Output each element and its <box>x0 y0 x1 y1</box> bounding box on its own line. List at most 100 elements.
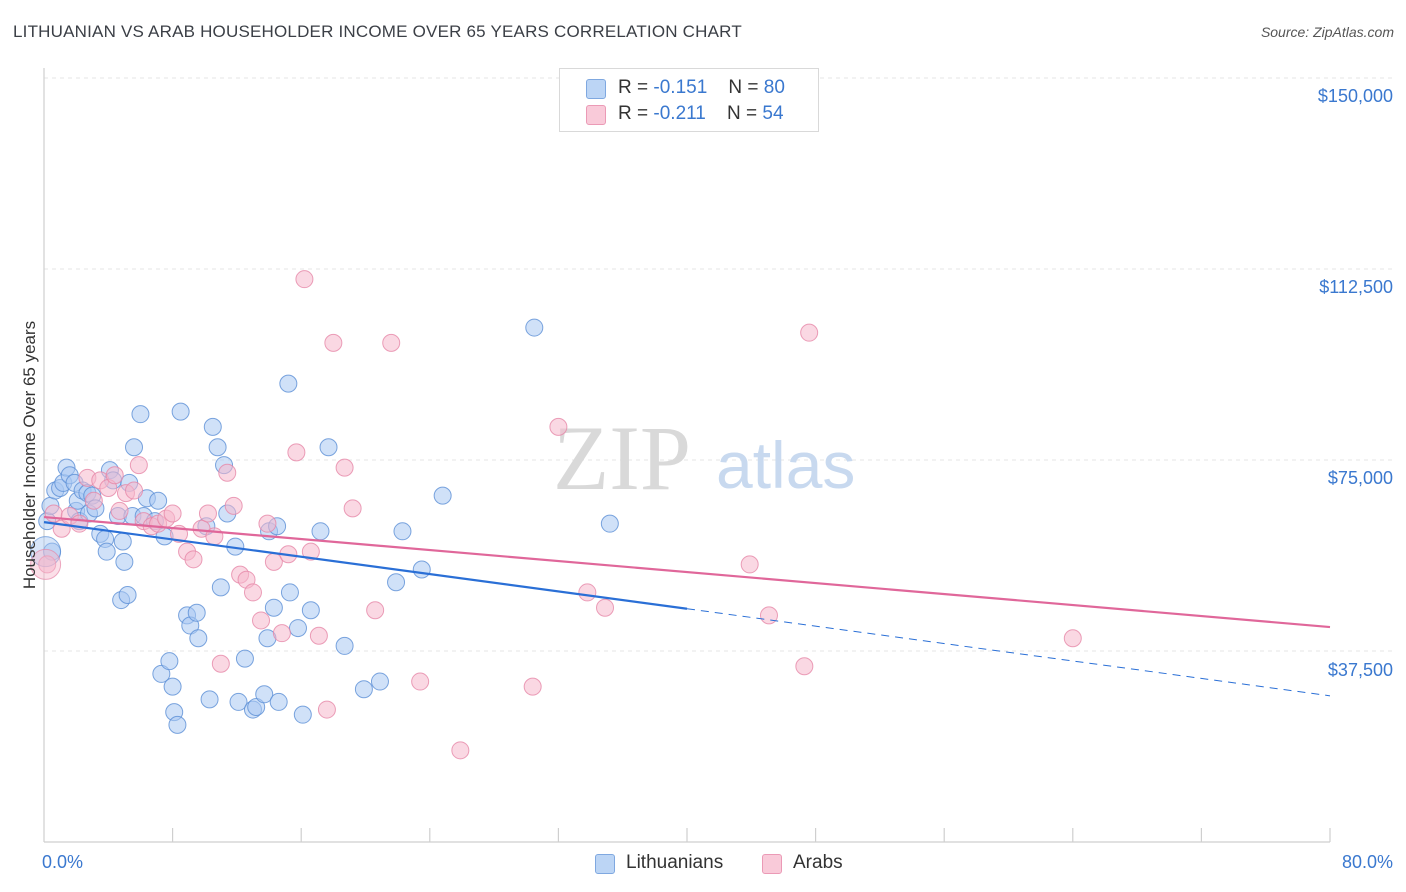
y-tick-label: $112,500 <box>1319 277 1393 297</box>
lithuanian-point <box>203 417 222 436</box>
correlation-legend: R = -0.151 N = 80 R = -0.211 N = 54 <box>559 68 819 132</box>
lithuanian-point <box>335 636 354 655</box>
arab-point <box>224 496 243 515</box>
y-tick-label: $150,000 <box>1317 86 1393 106</box>
arab-point <box>523 677 542 696</box>
lithuanian-point <box>279 374 298 393</box>
chart-title: LITHUANIAN VS ARAB HOUSEHOLDER INCOME OV… <box>13 22 742 41</box>
lithuanian-point <box>311 522 330 541</box>
lithuanian-point <box>235 649 254 668</box>
arab-point <box>243 583 262 602</box>
arab-point <box>1063 629 1082 648</box>
arab-point <box>549 417 568 436</box>
lithuanian-point <box>115 552 134 571</box>
arab-point <box>411 672 430 691</box>
trend-line-lithuanians <box>43 521 688 610</box>
arab-point <box>211 654 230 673</box>
arab-point <box>366 601 385 620</box>
lithuanian-point <box>433 486 452 505</box>
lithuanian-point <box>255 685 274 704</box>
lithuanian-point <box>208 438 227 457</box>
lithuanian-point <box>131 405 150 424</box>
lithuanian-point <box>149 491 168 510</box>
series-lithuanians <box>30 318 619 734</box>
legend-n-label: N = <box>728 77 759 98</box>
arab-point <box>596 598 615 617</box>
watermark-atlas: atlas <box>716 428 855 502</box>
lithuanian-point <box>229 692 248 711</box>
legend-swatch-arabs <box>762 854 782 874</box>
y-axis-title: Householder Income Over 65 years <box>20 320 39 590</box>
trend-extension-lithuanians <box>686 608 1331 697</box>
lithuanian-point <box>370 672 389 691</box>
lithuanian-point <box>269 692 288 711</box>
arab-point <box>163 504 182 523</box>
arab-point <box>198 504 217 523</box>
legend-item-arabs: Arabs <box>762 852 862 876</box>
lithuanian-point <box>600 514 619 533</box>
lithuanian-point <box>113 532 132 551</box>
lithuanian-point <box>525 318 544 337</box>
arab-point <box>759 606 778 625</box>
lithuanian-point <box>160 652 179 671</box>
legend-n-value: 80 <box>763 77 785 98</box>
arab-point <box>70 514 89 533</box>
lithuanian-point <box>187 603 206 622</box>
lithuanian-point <box>387 573 406 592</box>
legend-label-lithuanians: Lithuanians <box>626 852 724 873</box>
lithuanian-point <box>189 629 208 648</box>
lithuanian-point <box>264 598 283 617</box>
lithuanian-point <box>354 680 373 699</box>
arab-point <box>451 741 470 760</box>
arab-point <box>184 550 203 569</box>
lithuanian-point <box>412 560 431 579</box>
arab-point <box>578 583 597 602</box>
arab-point <box>129 456 148 475</box>
watermark-zip: ZIP <box>553 407 691 509</box>
legend-r-label: R = <box>618 103 649 124</box>
lithuanian-point <box>152 664 171 683</box>
arab-point <box>309 626 328 645</box>
lithuanian-point <box>288 619 307 638</box>
legend-r-label: R = <box>618 77 649 98</box>
legend-n-label: N = <box>726 103 758 124</box>
arab-point <box>38 555 57 574</box>
lithuanian-point <box>118 585 137 604</box>
legend-n-value: 54 <box>762 103 784 124</box>
arab-point <box>800 323 819 342</box>
lithuanian-point <box>301 601 320 620</box>
arab-point <box>301 542 320 561</box>
legend-swatch-lithuanians <box>586 79 606 99</box>
lithuanian-point <box>125 438 144 457</box>
lithuanian-point <box>393 522 412 541</box>
lithuanian-point <box>97 542 116 561</box>
lithuanian-point <box>171 402 190 421</box>
arab-point <box>110 501 129 520</box>
legend-label-arabs: Arabs <box>793 852 843 873</box>
legend-r-value: -0.151 <box>653 77 708 98</box>
x-min-label: 0.0% <box>42 852 84 872</box>
watermark: ZIP atlas <box>553 407 855 509</box>
arab-point <box>84 491 103 510</box>
y-tick-label: $75,000 <box>1327 468 1393 488</box>
y-tick-label: $37,500 <box>1327 660 1393 680</box>
lithuanian-point <box>163 677 182 696</box>
lithuanian-point <box>247 698 266 717</box>
grid-lines <box>44 77 1395 652</box>
source-label: Source: ZipAtlas.com <box>1260 24 1394 40</box>
arab-point <box>740 555 759 574</box>
trend-lines <box>43 515 1331 697</box>
lithuanian-point <box>211 578 230 597</box>
legend-swatch-arabs <box>586 105 606 125</box>
axes <box>43 68 1331 843</box>
arab-point <box>125 481 144 500</box>
lithuanian-point <box>319 438 338 457</box>
arab-point <box>795 657 814 676</box>
legend-r-value: -0.211 <box>653 103 706 124</box>
legend-item-lithuanians: Lithuanians <box>595 852 735 876</box>
arab-point <box>343 499 362 518</box>
lithuanian-point <box>280 583 299 602</box>
arab-point <box>287 443 306 462</box>
arab-point <box>258 514 277 533</box>
